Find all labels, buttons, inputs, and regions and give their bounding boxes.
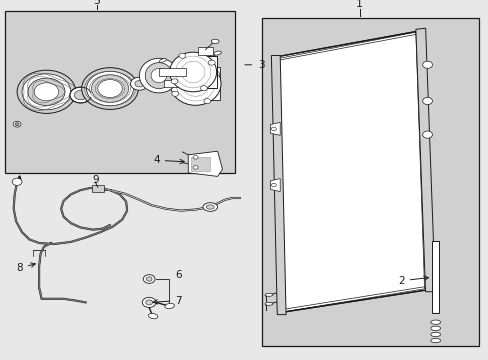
Ellipse shape	[430, 326, 440, 330]
Ellipse shape	[145, 63, 172, 89]
Text: 6: 6	[175, 270, 182, 280]
Polygon shape	[415, 28, 434, 292]
Text: 8: 8	[16, 263, 35, 273]
Circle shape	[146, 277, 152, 281]
Circle shape	[142, 297, 156, 307]
Text: 1: 1	[355, 0, 362, 9]
Circle shape	[15, 123, 19, 126]
Ellipse shape	[430, 332, 440, 337]
Ellipse shape	[264, 293, 272, 296]
Circle shape	[130, 77, 148, 90]
Circle shape	[212, 71, 219, 76]
Ellipse shape	[264, 302, 272, 305]
Circle shape	[34, 83, 59, 101]
Circle shape	[12, 178, 22, 185]
Circle shape	[135, 80, 143, 87]
Circle shape	[17, 70, 76, 113]
Bar	[163, 80, 190, 87]
Circle shape	[171, 79, 178, 84]
Ellipse shape	[206, 205, 214, 209]
Text: 5: 5	[93, 0, 100, 6]
Circle shape	[193, 156, 198, 159]
Ellipse shape	[139, 58, 178, 93]
Ellipse shape	[148, 314, 158, 319]
Circle shape	[98, 80, 122, 98]
Bar	[198, 47, 212, 55]
Ellipse shape	[159, 59, 166, 62]
Circle shape	[271, 183, 276, 187]
Circle shape	[422, 131, 431, 138]
Bar	[188, 68, 220, 100]
Circle shape	[28, 78, 65, 105]
Circle shape	[179, 53, 185, 58]
Text: 7: 7	[153, 296, 182, 306]
Circle shape	[271, 127, 276, 131]
Circle shape	[143, 275, 155, 283]
Circle shape	[70, 87, 91, 103]
Polygon shape	[188, 151, 222, 176]
Circle shape	[422, 98, 431, 105]
Bar	[200, 58, 212, 66]
Bar	[92, 185, 103, 192]
Ellipse shape	[211, 39, 219, 44]
Circle shape	[203, 99, 210, 104]
Circle shape	[86, 71, 133, 106]
Circle shape	[208, 60, 215, 65]
Ellipse shape	[430, 320, 440, 324]
Bar	[159, 68, 185, 76]
Text: 2: 2	[397, 276, 427, 286]
Circle shape	[13, 121, 21, 127]
Ellipse shape	[164, 303, 174, 309]
Bar	[431, 241, 438, 313]
Circle shape	[193, 166, 198, 169]
Bar	[190, 157, 210, 171]
Circle shape	[200, 86, 207, 91]
Circle shape	[81, 68, 138, 109]
Polygon shape	[271, 55, 285, 315]
Bar	[5, 11, 234, 173]
Bar	[183, 56, 216, 88]
Circle shape	[422, 61, 431, 68]
Ellipse shape	[170, 62, 221, 105]
Ellipse shape	[203, 203, 217, 211]
Circle shape	[91, 75, 128, 102]
Circle shape	[171, 91, 178, 96]
Text: 3: 3	[257, 60, 264, 70]
Circle shape	[74, 90, 87, 100]
Ellipse shape	[169, 52, 216, 92]
Circle shape	[145, 300, 152, 305]
Ellipse shape	[151, 68, 166, 83]
Ellipse shape	[430, 338, 440, 343]
Circle shape	[180, 64, 187, 69]
Text: 9: 9	[92, 175, 99, 185]
Circle shape	[22, 74, 71, 110]
Ellipse shape	[213, 51, 221, 55]
Bar	[261, 18, 478, 346]
Polygon shape	[270, 122, 280, 135]
Polygon shape	[270, 179, 280, 192]
Text: 4: 4	[153, 155, 184, 165]
Polygon shape	[273, 31, 426, 313]
